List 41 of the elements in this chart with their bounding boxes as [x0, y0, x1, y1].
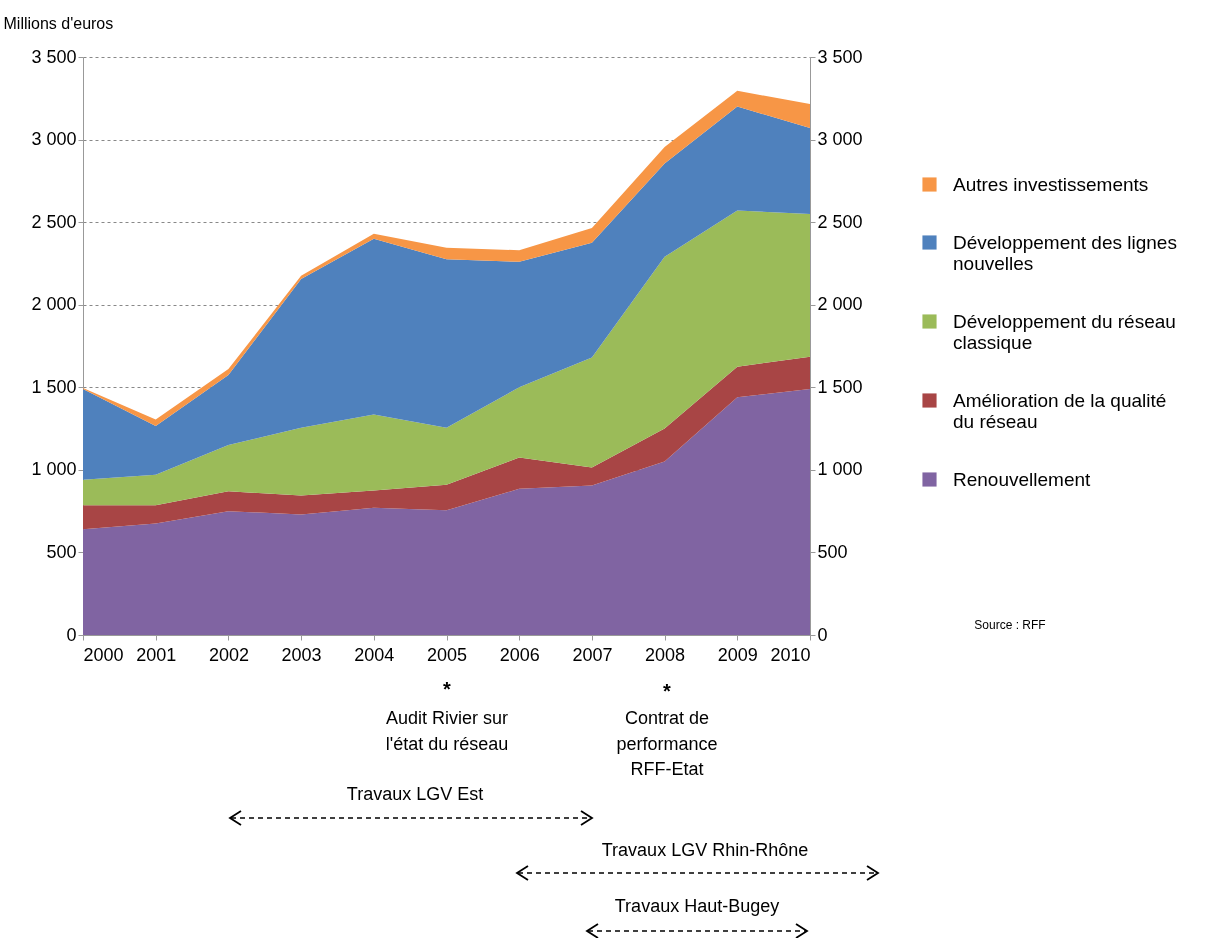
y-tick-label: 3 500 — [31, 46, 77, 67]
y-tick-label: 3 000 — [31, 129, 77, 150]
x-tick-label: 2006 — [499, 644, 540, 665]
y-axis-title: Millions d'euros — [3, 14, 114, 32]
y2-tick-label: 0 — [817, 624, 828, 645]
text: Travaux LGV Rhin-Rhône — [601, 840, 809, 860]
x-tick-label: 2000 — [83, 644, 124, 665]
y-tick-label: 2 000 — [31, 294, 77, 315]
y-tick-label: 500 — [46, 541, 77, 562]
y2-tick-label: 3 000 — [817, 129, 863, 150]
text: Audit Rivier sur l'état du réseau — [385, 708, 509, 754]
x-tick-label: 2009 — [717, 644, 758, 665]
x-tick-label: 2005 — [426, 644, 468, 665]
legend-label: Autres investissements — [953, 173, 1149, 195]
x-tick-label: 2010 — [770, 644, 811, 665]
y2-tick-label: 500 — [817, 541, 848, 562]
source-note: Source : RFF — [974, 618, 1046, 632]
x-tick-label: 2008 — [645, 644, 686, 665]
y2-tick-label: 2 000 — [817, 294, 863, 315]
x-tick-label: 2002 — [208, 644, 249, 665]
x-tick-label: 2003 — [281, 644, 322, 665]
legend-label: Développement du réseau classique — [953, 310, 1176, 353]
x-tick-label: 2001 — [136, 644, 177, 665]
legend-label: Développement des lignes nouvelles — [953, 231, 1177, 274]
legend-label: Amélioration de la qualité du réseau — [953, 389, 1167, 432]
y2-tick-label: 1 500 — [817, 376, 863, 397]
text: Travaux LGV Est — [346, 784, 484, 804]
y-tick-label: 0 — [66, 624, 77, 645]
y-tick-label: 2 500 — [31, 211, 77, 232]
text: * — [663, 680, 672, 702]
y-tick-label: 1 500 — [31, 376, 77, 397]
text: * — [443, 678, 452, 700]
legend-label: Renouvellement — [953, 468, 1092, 490]
text: Contrat de performance RFF-Etat — [616, 708, 718, 780]
x-tick-label: 2004 — [354, 644, 395, 665]
y2-tick-label: 3 500 — [817, 46, 863, 67]
y2-tick-label: 1 000 — [817, 459, 863, 480]
x-tick-label: 2007 — [572, 644, 613, 665]
y-tick-label: 1 000 — [31, 459, 77, 480]
text: Travaux Haut-Bugey — [614, 896, 780, 916]
y2-tick-label: 2 500 — [817, 211, 863, 232]
